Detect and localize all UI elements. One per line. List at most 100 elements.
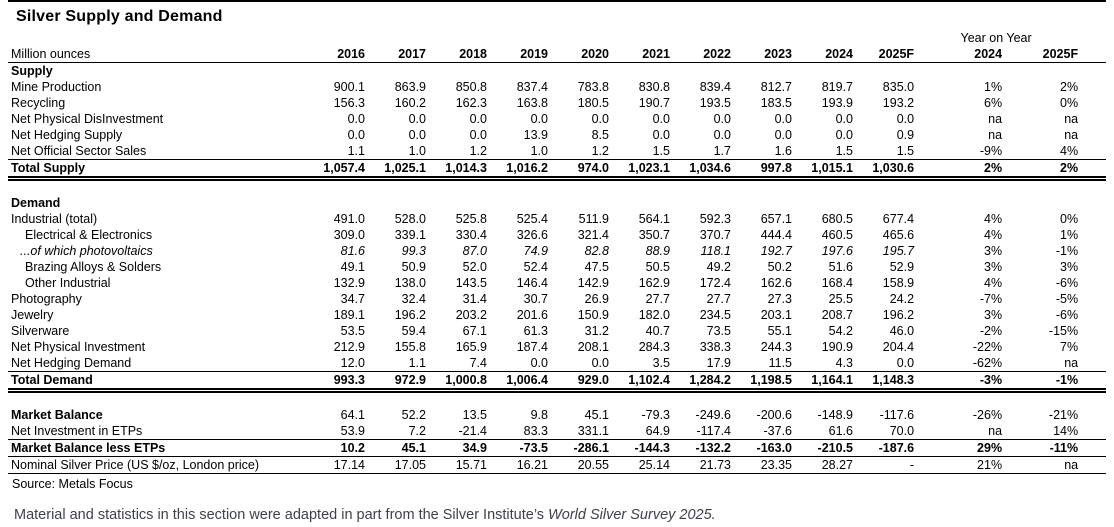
year-value-cell: 13.9 bbox=[523, 128, 548, 142]
year-value-cell: 465.6 bbox=[882, 228, 915, 242]
year-value-cell: 24.2 bbox=[889, 292, 915, 306]
year-value-cell: 53.5 bbox=[340, 324, 365, 338]
year-value-cell: 1.0 bbox=[487, 143, 548, 160]
year-value-cell: -200.6 bbox=[756, 408, 792, 422]
yoy-value-cell: -2% bbox=[979, 324, 1003, 338]
year-value-cell: 52.2 bbox=[401, 408, 426, 422]
year-value-cell: 195.7 bbox=[882, 244, 915, 258]
year-column-header: 2023 bbox=[731, 46, 792, 63]
year-value-cell: 45.1 bbox=[365, 439, 426, 457]
year-value-cell: 1,034.6 bbox=[670, 159, 731, 181]
year-value-cell: 657.1 bbox=[760, 212, 792, 226]
year-value-cell: 1,284.2 bbox=[670, 371, 731, 393]
yoy-value-cell: 1% bbox=[984, 80, 1003, 94]
year-value-cell: 162.3 bbox=[455, 96, 487, 110]
year-value-cell: 55.1 bbox=[767, 324, 792, 338]
yoy-value-cell: 3% bbox=[984, 260, 1003, 274]
year-value-cell: 162.6 bbox=[760, 276, 792, 290]
year-value-cell: -148.9 bbox=[817, 408, 853, 422]
year-value-cell bbox=[365, 195, 426, 211]
year-value-cell: 74.9 bbox=[523, 244, 548, 258]
year-value-cell bbox=[548, 63, 609, 80]
yoy-value-cell: 21% bbox=[914, 456, 1003, 474]
year-value-cell: 208.1 bbox=[577, 340, 609, 354]
year-value-cell bbox=[609, 63, 670, 80]
yoy-value-cell: na bbox=[1002, 355, 1107, 372]
yoy-value-cell bbox=[1002, 195, 1106, 211]
unit-label: Million ounces bbox=[8, 46, 304, 63]
row-label: Market Balance bbox=[11, 408, 103, 422]
yoy-value-cell: 6% bbox=[984, 96, 1003, 110]
year-value-cell: 31.4 bbox=[462, 292, 487, 306]
year-value-cell: 338.3 bbox=[699, 340, 731, 354]
yoy-column-header: 2024 bbox=[914, 46, 1003, 63]
year-value-cell: 0.9 bbox=[896, 128, 915, 142]
year-value-cell: 201.6 bbox=[516, 308, 548, 322]
row-label: Mine Production bbox=[11, 80, 102, 94]
table-row: Demand bbox=[8, 195, 1106, 211]
year-value-cell bbox=[853, 63, 914, 80]
year-value-cell: 162.9 bbox=[638, 276, 670, 290]
year-value-cell: 118.1 bbox=[700, 244, 731, 258]
year-value-cell: 193.5 bbox=[699, 96, 731, 110]
year-value-cell: 17.9 bbox=[670, 355, 731, 372]
year-value-cell bbox=[304, 63, 365, 80]
yoy-value-cell: na bbox=[1064, 128, 1079, 142]
year-value-cell: 244.3 bbox=[760, 340, 792, 354]
row-label: Jewelry bbox=[11, 308, 54, 322]
spacer-row bbox=[8, 179, 1106, 196]
row-label: Silverware bbox=[11, 324, 70, 338]
row-label: Net Official Sector Sales bbox=[8, 143, 304, 160]
year-value-cell: 1.7 bbox=[670, 143, 731, 160]
year-value-cell: 50.9 bbox=[401, 260, 426, 274]
year-value-cell: 212.9 bbox=[333, 340, 365, 354]
year-value-cell: 929.0 bbox=[548, 371, 609, 393]
year-value-cell bbox=[792, 63, 853, 80]
year-value-cell: 1.5 bbox=[853, 143, 915, 160]
year-value-cell: 52.9 bbox=[889, 260, 915, 274]
table-row: Nominal Silver Price (US $/oz, London pr… bbox=[8, 456, 1107, 474]
yoy-value-cell: 0% bbox=[1060, 212, 1079, 226]
year-value-cell: 1.6 bbox=[731, 143, 792, 160]
year-value-cell: 51.6 bbox=[828, 260, 853, 274]
year-value-cell: 564.1 bbox=[638, 212, 670, 226]
year-value-cell: 0.0 bbox=[853, 355, 915, 372]
year-value-cell bbox=[487, 195, 548, 211]
table-row: Brazing Alloys & Solders 49.1 50.9 52.0 52.4… bbox=[8, 259, 1106, 275]
row-label: Net Physical Investment bbox=[11, 340, 146, 354]
yoy-value-cell: 2% bbox=[1002, 159, 1107, 181]
row-label: Net Physical DisInvestment bbox=[11, 112, 164, 126]
year-value-cell: 45.1 bbox=[584, 408, 609, 422]
year-value-cell: 163.8 bbox=[516, 96, 548, 110]
page-title: Silver Supply and Demand bbox=[16, 8, 223, 25]
year-value-cell: 99.3 bbox=[401, 244, 426, 258]
year-value-cell: 193.9 bbox=[821, 96, 853, 110]
yoy-value-cell: 3% bbox=[984, 308, 1003, 322]
year-value-cell: 143.5 bbox=[455, 276, 487, 290]
yoy-value-cell: -6% bbox=[1055, 308, 1079, 322]
year-value-cell: 1,102.4 bbox=[609, 371, 670, 393]
year-value-cell: 0.0 bbox=[652, 128, 670, 142]
year-value-cell: 30.7 bbox=[523, 292, 548, 306]
yoy-value-cell: -6% bbox=[1055, 276, 1079, 290]
yoy-value-cell: 4% bbox=[984, 212, 1003, 226]
year-value-cell: 87.0 bbox=[462, 244, 487, 258]
supply-demand-table: Year on Year Million ounces 2016 2017 2018… bbox=[8, 29, 1107, 474]
year-value-cell: 193.2 bbox=[882, 96, 915, 110]
footnote-citation: World Silver Survey 2025. bbox=[548, 507, 716, 523]
table-row: Net Official Sector Sales 1.1 1.0 1.2 1.0 1.2… bbox=[8, 143, 1107, 160]
year-value-cell: 830.8 bbox=[638, 80, 670, 94]
year-value-cell: 0.0 bbox=[469, 128, 487, 142]
year-value-cell: 0.0 bbox=[591, 112, 609, 126]
year-value-cell: 0.0 bbox=[835, 128, 853, 142]
year-value-cell: 150.9 bbox=[577, 308, 609, 322]
year-value-cell: 284.3 bbox=[638, 340, 670, 354]
year-value-cell: 0.0 bbox=[408, 128, 426, 142]
row-label: Total Demand bbox=[8, 371, 304, 393]
year-value-cell: 330.4 bbox=[455, 228, 487, 242]
table-row: Supply bbox=[8, 63, 1106, 80]
year-value-cell: 34.9 bbox=[426, 439, 487, 457]
year-value-cell: 183.5 bbox=[760, 96, 792, 110]
year-value-cell: 132.9 bbox=[333, 276, 365, 290]
year-value-cell: 172.4 bbox=[699, 276, 731, 290]
